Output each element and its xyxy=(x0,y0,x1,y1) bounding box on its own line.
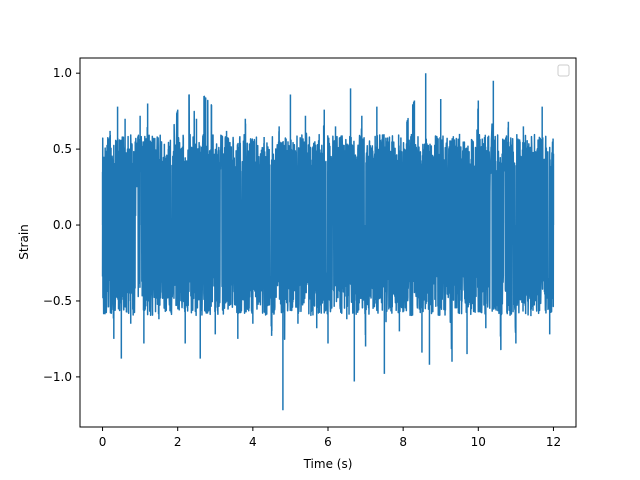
y-tick-label: 1.0 xyxy=(53,66,72,80)
series-line xyxy=(101,73,555,411)
y-tick-label: −0.5 xyxy=(43,294,72,308)
y-tick-label: 0.5 xyxy=(53,142,72,156)
y-axis-label: Strain xyxy=(17,224,31,260)
y-tick-label: −1.0 xyxy=(43,370,72,384)
x-tick-label: 0 xyxy=(99,435,107,449)
x-tick-label: 2 xyxy=(174,435,182,449)
x-tick-label: 12 xyxy=(546,435,561,449)
y-tick-label: 0.0 xyxy=(53,218,72,232)
x-axis-label: Time (s) xyxy=(303,457,353,471)
y-ticks: −1.0 −0.5 0.0 0.5 1.0 xyxy=(43,66,80,384)
plot-area xyxy=(101,73,555,411)
x-tick-label: 10 xyxy=(471,435,486,449)
x-tick-label: 6 xyxy=(324,435,332,449)
x-ticks: 0 2 4 6 8 10 12 xyxy=(99,427,561,449)
x-tick-label: 4 xyxy=(249,435,257,449)
legend-box xyxy=(557,64,570,77)
x-tick-label: 8 xyxy=(399,435,407,449)
